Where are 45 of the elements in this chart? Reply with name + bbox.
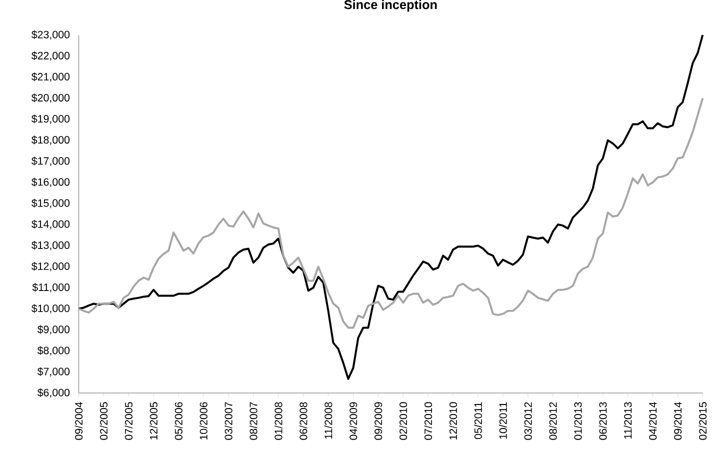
y-tick-label: $8,000 — [37, 346, 70, 356]
y-tick-label: $9,000 — [37, 325, 70, 334]
x-tick-label: 03/2007 — [224, 402, 232, 440]
x-tick-label: 09/2004 — [74, 402, 83, 440]
y-tick-label: $19,000 — [32, 114, 70, 124]
y-tick-label: $11,000 — [32, 283, 70, 292]
x-tick-label: 06/2013 — [598, 402, 607, 440]
y-tick-label: $10,000 — [32, 304, 70, 314]
x-tick-label: 09/2014 — [674, 402, 682, 440]
y-tick-label: $22,000 — [32, 51, 70, 61]
x-tick-label: 02/2010 — [399, 402, 408, 440]
x-tick-label: 03/2012 — [524, 402, 532, 440]
x-tick-label: 11/2008 — [324, 402, 332, 439]
x-tick-label: 07/2005 — [124, 402, 133, 440]
y-tick-label: $18,000 — [32, 136, 70, 145]
x-tick-label: 06/2008 — [299, 402, 308, 440]
x-tick-label: 04/2009 — [349, 402, 358, 440]
x-tick-label: 01/2008 — [274, 402, 282, 440]
x-tick-label: 08/2012 — [548, 402, 557, 440]
y-tick-label: $15,000 — [32, 198, 70, 208]
y-tick-label: $12,000 — [32, 262, 70, 272]
x-tick-label: 01/2013 — [574, 402, 582, 440]
x-tick-label: 11/2013 — [624, 402, 632, 439]
x-tick-label: 08/2007 — [249, 402, 258, 440]
y-tick-label: $16,000 — [32, 178, 70, 188]
chart-title: Since inception — [344, 0, 437, 12]
y-tick-label: $21,000 — [32, 72, 70, 82]
x-tick-label: 10/2011 — [499, 402, 507, 439]
y-tick-label: $20,000 — [32, 94, 70, 103]
y-tick-label: $7,000 — [37, 367, 70, 377]
x-tick-label: 05/2011 — [474, 402, 482, 440]
y-tick-label: $17,000 — [32, 156, 70, 166]
x-tick-label: 12/2010 — [449, 402, 457, 440]
y-tick-label: $13,000 — [32, 240, 70, 250]
x-tick-label: 07/2010 — [424, 402, 432, 440]
x-tick-label: 05/2006 — [174, 402, 182, 440]
x-tick-label: 02/2005 — [100, 402, 108, 440]
y-tick-label: $23,000 — [32, 30, 70, 40]
x-tick-label: 10/2006 — [200, 402, 208, 440]
x-tick-label: 04/2014 — [648, 402, 657, 440]
x-tick-label: 02/2015 — [698, 402, 707, 440]
y-tick-label: $14,000 — [32, 220, 70, 230]
x-tick-label: 09/2009 — [374, 402, 382, 440]
y-tick-label: $6,000 — [37, 388, 70, 398]
x-tick-label: 12/2005 — [150, 402, 158, 440]
